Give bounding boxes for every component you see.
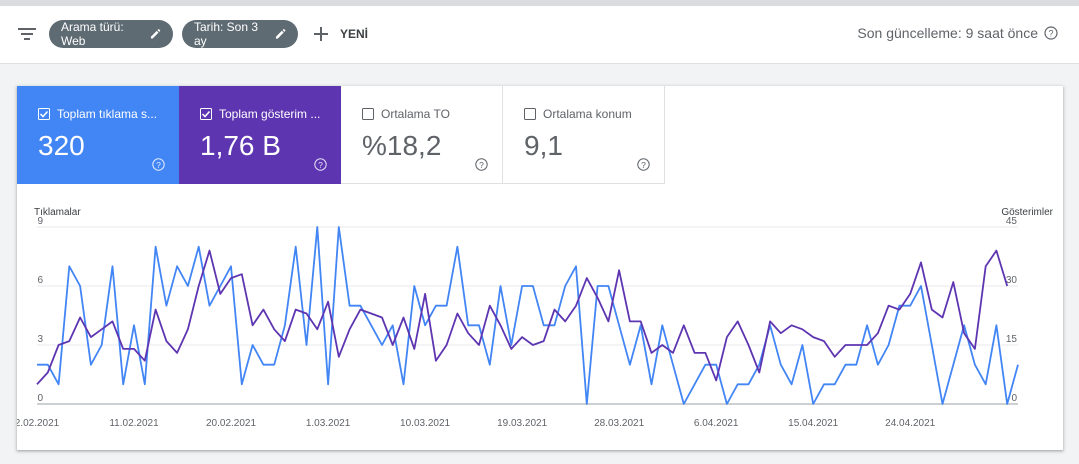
x-tick-label: 2.02.2021: [17, 418, 60, 429]
performance-card: Toplam tıklama s... 320 ? Toplam gösteri…: [17, 86, 1063, 450]
last-update-text: Son güncelleme: 9 saat önce: [857, 25, 1038, 41]
x-tick-label: 28.03.2021: [594, 418, 644, 429]
y-right-tick-label: 45: [1006, 216, 1018, 227]
y-left-tick-label: 9: [37, 216, 43, 227]
plus-icon: [314, 27, 328, 41]
new-filter-label: YENİ: [340, 27, 369, 41]
help-icon[interactable]: ?: [637, 158, 650, 171]
clicks-series-line: [37, 226, 1019, 405]
checkbox-unchecked-icon[interactable]: [362, 108, 374, 120]
help-icon[interactable]: ?: [152, 158, 165, 171]
help-icon[interactable]: ?: [314, 158, 327, 171]
checkbox-checked-icon[interactable]: [38, 108, 50, 120]
x-tick-label: 20.02.2021: [206, 418, 256, 429]
x-tick-label: 24.04.2021: [885, 418, 935, 429]
y-right-tick-label: 0: [1011, 393, 1017, 404]
y-right-tick-label: 30: [1006, 275, 1018, 286]
metric-label: Toplam tıklama s...: [57, 107, 158, 121]
metric-average-position[interactable]: Ortalama konum 9,1 ?: [503, 86, 665, 184]
metric-label: Ortalama TO: [381, 107, 450, 121]
y-left-tick-label: 6: [37, 275, 43, 286]
x-tick-label: 6.04.2021: [694, 418, 739, 429]
metric-average-ctr[interactable]: Ortalama TO %18,2 ?: [341, 86, 503, 184]
svg-text:?: ?: [156, 160, 161, 170]
top-divider: [0, 0, 1079, 6]
checkbox-unchecked-icon[interactable]: [524, 108, 536, 120]
metric-value: 1,76 B: [200, 130, 281, 161]
impressions-series-line: [36, 249, 1009, 385]
filter-toolbar: Arama türü: Web Tarih: Son 3 ay YENİ Son…: [0, 6, 1079, 64]
metric-value: 9,1: [524, 130, 563, 161]
date-chip[interactable]: Tarih: Son 3 ay: [182, 20, 298, 48]
new-filter-button[interactable]: YENİ: [314, 22, 368, 46]
svg-text:?: ?: [641, 160, 646, 170]
help-icon[interactable]: ?: [1044, 26, 1058, 40]
right-axis-title: Gösterimler: [1001, 207, 1053, 218]
metric-label: Toplam gösterim ...: [219, 107, 321, 121]
metric-label: Ortalama konum: [543, 107, 632, 121]
svg-text:?: ?: [1048, 29, 1053, 39]
svg-text:?: ?: [479, 160, 484, 170]
x-tick-label: 19.03.2021: [497, 418, 547, 429]
date-chip-label: Tarih: Son 3 ay: [194, 20, 259, 48]
y-right-tick-label: 15: [1006, 334, 1018, 345]
edit-pencil-icon: [275, 29, 286, 39]
svg-text:?: ?: [318, 160, 323, 170]
y-left-tick-label: 0: [37, 393, 43, 404]
search-type-chip-label: Arama türü: Web: [61, 20, 124, 48]
help-icon[interactable]: ?: [475, 158, 488, 171]
x-tick-label: 11.02.2021: [109, 418, 159, 429]
metric-total-impressions[interactable]: Toplam gösterim ... 1,76 B ?: [179, 86, 341, 184]
x-tick-label: 15.04.2021: [788, 418, 838, 429]
metric-value: 320: [38, 130, 85, 161]
left-axis-title: Tıklamalar: [34, 207, 81, 218]
search-type-chip[interactable]: Arama türü: Web: [49, 20, 173, 48]
last-update-info: Son güncelleme: 9 saat önce ?: [857, 25, 1058, 41]
metric-value: %18,2: [362, 130, 442, 161]
y-left-tick-label: 3: [37, 334, 43, 345]
metric-total-clicks[interactable]: Toplam tıklama s... 320 ?: [17, 86, 179, 184]
x-tick-label: 10.03.2021: [400, 418, 450, 429]
edit-pencil-icon: [151, 29, 161, 39]
checkbox-checked-icon[interactable]: [200, 108, 212, 120]
x-tick-label: 1.03.2021: [306, 418, 351, 429]
filter-icon[interactable]: [17, 26, 37, 42]
